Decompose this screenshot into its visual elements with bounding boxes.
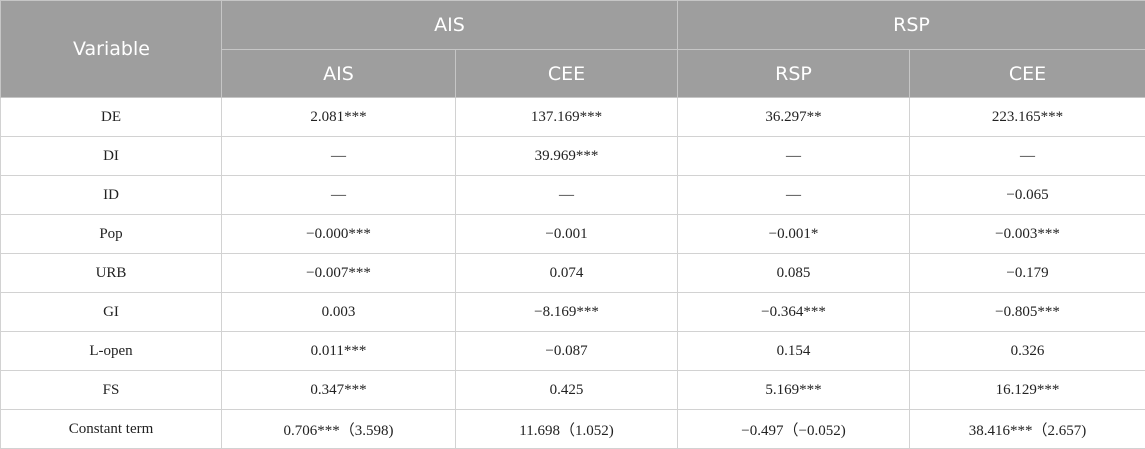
table-cell: 38.416***（2.657) bbox=[910, 410, 1145, 449]
table-cell: 223.165*** bbox=[910, 98, 1145, 137]
table-cell: 0.011*** bbox=[222, 332, 456, 371]
table-cell: 0.425 bbox=[456, 371, 678, 410]
row-label: DI bbox=[1, 137, 222, 176]
table-cell: — bbox=[222, 137, 456, 176]
table-cell: −0.497（−0.052) bbox=[678, 410, 910, 449]
column-header-ais: AIS bbox=[222, 50, 456, 98]
table-cell: — bbox=[222, 176, 456, 215]
table-cell: −0.805*** bbox=[910, 293, 1145, 332]
table-cell: −0.001 bbox=[456, 215, 678, 254]
table-cell: −0.003*** bbox=[910, 215, 1145, 254]
table-cell: 39.969*** bbox=[456, 137, 678, 176]
row-label: Constant term bbox=[1, 410, 222, 449]
table-cell: −0.007*** bbox=[222, 254, 456, 293]
table-cell: −0.065 bbox=[910, 176, 1145, 215]
group-header-ais: AIS bbox=[222, 1, 678, 50]
table-cell: 36.297** bbox=[678, 98, 910, 137]
table-cell: — bbox=[910, 137, 1145, 176]
table-cell: −0.000*** bbox=[222, 215, 456, 254]
table-cell: 2.081*** bbox=[222, 98, 456, 137]
table-row: DE 2.081*** 137.169*** 36.297** 223.165*… bbox=[1, 98, 1145, 137]
table-row: Constant term 0.706***（3.598) 11.698（1.0… bbox=[1, 410, 1145, 449]
column-header-cee-2: CEE bbox=[910, 50, 1145, 98]
table-cell: — bbox=[678, 176, 910, 215]
column-header-cee-1: CEE bbox=[456, 50, 678, 98]
group-header-rsp: RSP bbox=[678, 1, 1145, 50]
table-cell: −0.364*** bbox=[678, 293, 910, 332]
column-header-rsp: RSP bbox=[678, 50, 910, 98]
table-cell: 0.074 bbox=[456, 254, 678, 293]
row-label: URB bbox=[1, 254, 222, 293]
variable-column-header: Variable bbox=[1, 1, 222, 98]
table-cell: 0.085 bbox=[678, 254, 910, 293]
table-row: Pop −0.000*** −0.001 −0.001* −0.003*** bbox=[1, 215, 1145, 254]
table-cell: 0.003 bbox=[222, 293, 456, 332]
table-cell: 11.698（1.052) bbox=[456, 410, 678, 449]
row-label: Pop bbox=[1, 215, 222, 254]
table-row: GI 0.003 −8.169*** −0.364*** −0.805*** bbox=[1, 293, 1145, 332]
table-row: URB −0.007*** 0.074 0.085 −0.179 bbox=[1, 254, 1145, 293]
table-cell: 0.154 bbox=[678, 332, 910, 371]
table-cell: −0.001* bbox=[678, 215, 910, 254]
table-cell: 16.129*** bbox=[910, 371, 1145, 410]
table-cell: −0.087 bbox=[456, 332, 678, 371]
table-cell: 0.326 bbox=[910, 332, 1145, 371]
table-row: ID — — — −0.065 bbox=[1, 176, 1145, 215]
table-cell: −0.179 bbox=[910, 254, 1145, 293]
table-cell: 137.169*** bbox=[456, 98, 678, 137]
table-row: L-open 0.011*** −0.087 0.154 0.326 bbox=[1, 332, 1145, 371]
row-label: FS bbox=[1, 371, 222, 410]
table-cell: 0.706***（3.598) bbox=[222, 410, 456, 449]
table-header: Variable AIS RSP AIS CEE RSP CEE bbox=[1, 1, 1145, 98]
row-label: DE bbox=[1, 98, 222, 137]
header-row-groups: Variable AIS RSP bbox=[1, 1, 1145, 50]
table-cell: — bbox=[678, 137, 910, 176]
table-body: DE 2.081*** 137.169*** 36.297** 223.165*… bbox=[1, 98, 1145, 449]
table-cell: 0.347*** bbox=[222, 371, 456, 410]
row-label: ID bbox=[1, 176, 222, 215]
row-label: GI bbox=[1, 293, 222, 332]
table-cell: −8.169*** bbox=[456, 293, 678, 332]
row-label: L-open bbox=[1, 332, 222, 371]
table-cell: 5.169*** bbox=[678, 371, 910, 410]
table-row: DI — 39.969*** — — bbox=[1, 137, 1145, 176]
table-row: FS 0.347*** 0.425 5.169*** 16.129*** bbox=[1, 371, 1145, 410]
table-cell: — bbox=[456, 176, 678, 215]
